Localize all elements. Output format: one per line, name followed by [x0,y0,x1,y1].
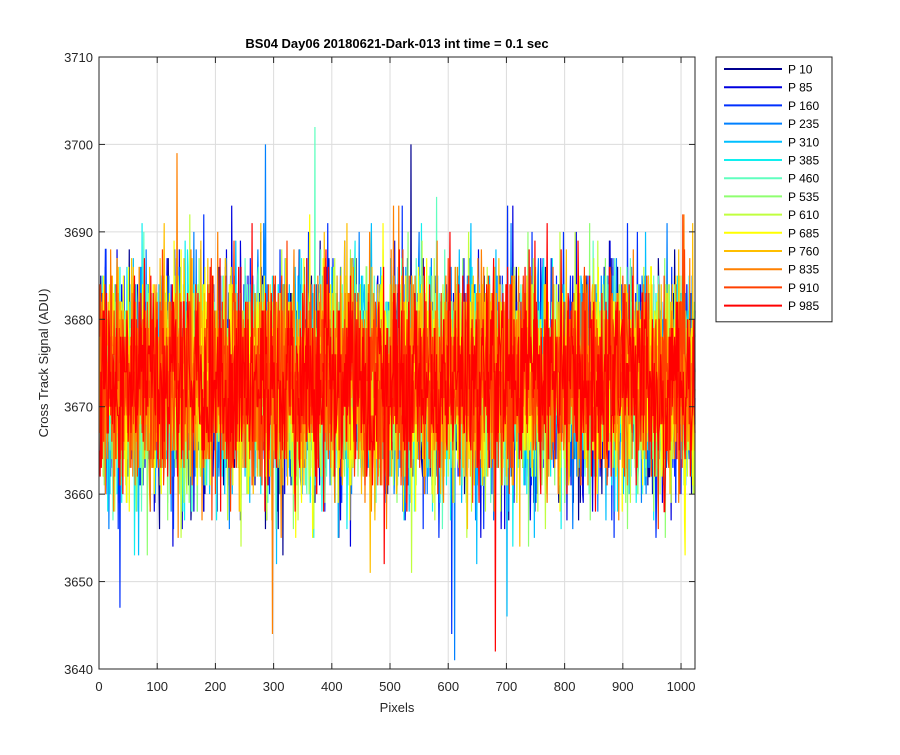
legend-label: P 835 [788,263,819,277]
series-layer [98,126,696,661]
legend-label: P 535 [788,190,819,204]
x-tick-label: 900 [612,679,634,694]
y-axis-label: Cross Track Signal (ADU) [36,289,51,438]
legend: P 10 P 85 P 160 P 235 P 310 P 385 P 460 P 535 P … [715,56,833,323]
legend-label: P 310 [788,135,819,149]
legend-label: P 910 [788,281,819,295]
y-tick-label: 3650 [64,575,93,590]
plot-frame [98,56,696,670]
x-tick-label: 300 [263,679,285,694]
legend-label: P 385 [788,154,819,168]
legend-label: P 160 [788,99,819,113]
x-tick-label: 800 [554,679,576,694]
y-tick-label: 3660 [64,487,93,502]
chart-title: BS04 Day06 20180621-Dark-013 int time = … [245,36,548,51]
x-tick-label: 700 [496,679,518,694]
series-line-p-985 [98,223,696,652]
legend-label: P 10 [788,63,813,77]
legend-box [715,56,833,323]
x-tick-label: 1000 [667,679,696,694]
x-tick-label: 500 [379,679,401,694]
y-tick-label: 3670 [64,400,93,415]
legend-label: P 760 [788,245,819,259]
legend-label: P 460 [788,172,819,186]
x-tick-label: 600 [437,679,459,694]
legend-label: P 985 [788,299,819,313]
y-tick-label: 3710 [64,50,93,65]
x-tick-label: 100 [146,679,168,694]
legend-label: P 85 [788,81,813,95]
y-axis: 3640 3650 3660 3670 3680 3690 3700 3710 [64,50,695,677]
x-tick-label: 0 [95,679,102,694]
x-tick-label: 200 [205,679,227,694]
y-tick-label: 3680 [64,312,93,327]
legend-label: P 235 [788,117,819,131]
legend-label: P 685 [788,226,819,240]
x-tick-label: 400 [321,679,343,694]
y-tick-label: 3700 [64,137,93,152]
x-axis-label: Pixels [380,700,415,715]
x-axis: 0 100 200 300 400 500 600 700 800 900 1000 [95,57,695,694]
y-tick-label: 3690 [64,225,93,240]
legend-label: P 610 [788,208,819,222]
y-tick-label: 3640 [64,662,93,677]
